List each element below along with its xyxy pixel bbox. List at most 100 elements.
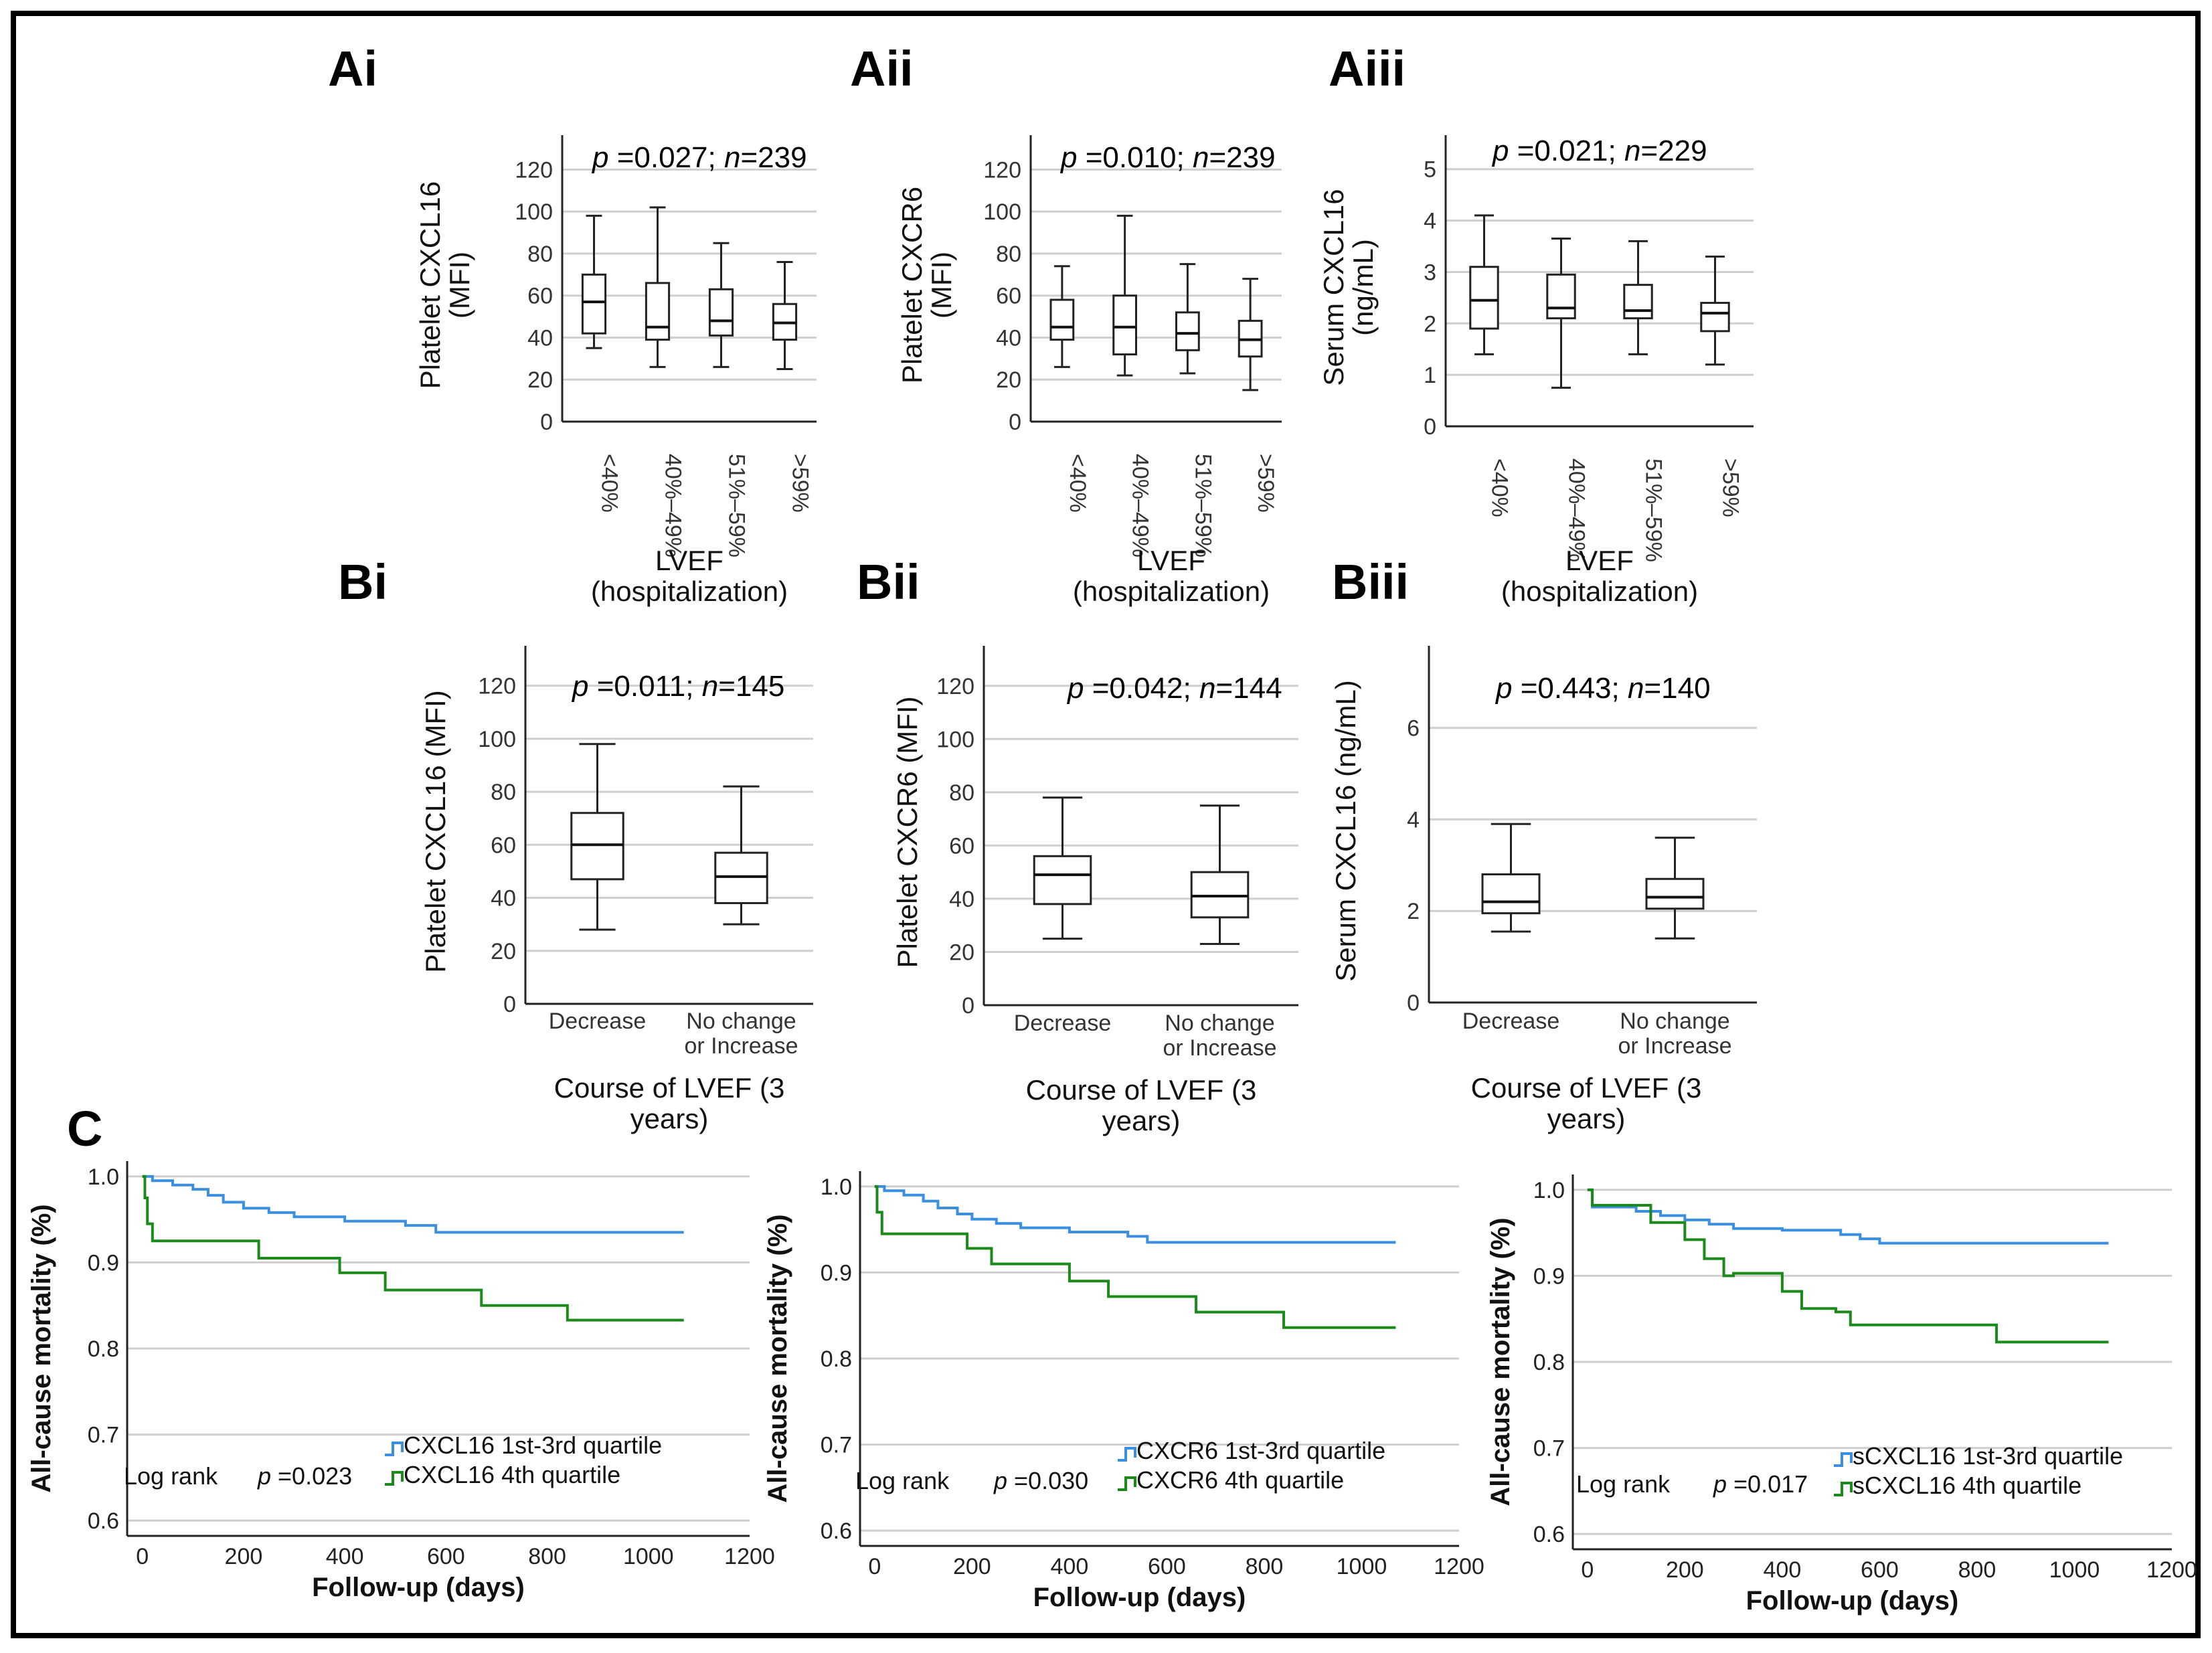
y-tick-label: 20 (491, 939, 516, 964)
legend-swatch (1834, 1482, 1853, 1496)
category-label: Decrease (1014, 1011, 1112, 1036)
x-axis-label: Course of LVEF (3 years) (554, 1072, 785, 1134)
y-tick-label: 0 (540, 410, 553, 435)
category-label: <40% (1065, 454, 1090, 513)
survival-curve-1 (874, 1185, 1396, 1244)
stat-text: p =0.021; n=229 (1491, 135, 1707, 167)
category-label-text: <40% (1487, 458, 1513, 517)
x-tick-label: 600 (427, 1544, 465, 1569)
x-tick-label: 1200 (1434, 1554, 1484, 1579)
x-tick-label: 400 (326, 1544, 364, 1569)
x-tick-label: 1200 (2146, 1557, 2197, 1583)
x-tick-label: 600 (1148, 1554, 1186, 1579)
stat-text: p =0.042; n=144 (1066, 672, 1282, 705)
category-label: >59% (1718, 458, 1743, 517)
legend-label: CXCL16 4th quartile (404, 1461, 620, 1488)
iqr-box (1175, 311, 1200, 351)
y-tick-label: 100 (515, 199, 553, 225)
y-tick-label: 40 (996, 325, 1021, 351)
box-1 (1481, 822, 1541, 933)
x-tick-label: 1000 (623, 1544, 674, 1569)
log-rank-label: Log rank (1576, 1470, 1671, 1498)
category-label-text: >59% (1253, 454, 1278, 513)
box-4 (1700, 255, 1730, 366)
y-tick-label: 40 (491, 886, 516, 911)
category-label: 51%–59% (1641, 458, 1667, 562)
y-tick-label: 4 (1407, 807, 1420, 833)
y-tick-label: 20 (996, 367, 1021, 393)
p-value: p =0.023 (257, 1462, 352, 1490)
y-tick-label: 0.7 (821, 1433, 852, 1458)
panel-label-aii: Aii (850, 41, 914, 96)
y-axis-label: Platelet CXCL16 (MFI) (420, 690, 451, 972)
y-axis-label-text: Platelet CXCL16(MFI) (414, 181, 475, 389)
p-value: p =0.030 (993, 1467, 1088, 1494)
y-tick-label: 20 (949, 940, 974, 965)
category-label-text: >59% (788, 454, 813, 513)
y-tick-label: 100 (478, 727, 516, 752)
y-tick-label: 1.0 (1533, 1178, 1565, 1203)
box-3 (1175, 263, 1200, 375)
y-tick-label: 5 (1424, 157, 1436, 183)
category-label: >59% (788, 454, 813, 513)
x-axis-label: LVEF (hospitalization) (1073, 545, 1270, 607)
category-label-text: >59% (1718, 458, 1743, 517)
y-tick-label: 2 (1407, 899, 1420, 924)
y-axis-label: Platelet CXCR6(MFI) (896, 187, 957, 383)
x-axis-label: LVEF (hospitalization) (1501, 545, 1698, 607)
x-axis-label: LVEF (hospitalization) (591, 545, 788, 607)
y-tick-label: 60 (527, 284, 553, 309)
p-value: p =0.017 (1713, 1470, 1808, 1498)
legend-label: sCXCL16 1st-3rd quartile (1853, 1442, 2123, 1470)
category-label: 51%–59% (1190, 454, 1215, 557)
y-axis-label-text: Serum CXCL16(ng/mL) (1318, 189, 1379, 385)
legend-swatch (385, 1471, 404, 1486)
x-tick-label: 1200 (724, 1544, 775, 1569)
x-axis-label: Follow-up (days) (1746, 1586, 1959, 1616)
x-tick-label: 200 (1666, 1557, 1704, 1583)
legend-label: CXCR6 1st-3rd quartile (1136, 1437, 1385, 1464)
iqr-box (708, 288, 734, 337)
survival-curve-1 (142, 1174, 684, 1234)
figure-frame (11, 11, 2201, 1638)
x-axis-label: Course of LVEF (3 years) (1026, 1074, 1257, 1136)
y-tick-label: 20 (527, 367, 553, 393)
survival-curve-2 (142, 1174, 684, 1322)
y-tick-label: 100 (936, 727, 974, 752)
category-label-text: <40% (597, 454, 622, 513)
category-label: Decrease (549, 1009, 647, 1034)
y-tick-label: 0 (503, 992, 516, 1017)
y-tick-label: 4 (1424, 209, 1436, 234)
y-tick-label: 80 (949, 780, 974, 806)
legend-label: CXCR6 4th quartile (1136, 1466, 1344, 1494)
log-rank-label: Log rank (855, 1467, 950, 1494)
panel-aiii: 0 1 2 3 4 5 Serum CXCL16(ng/mL) p =0.021; n=229… (1318, 135, 1754, 607)
y-tick-label: 1 (1424, 363, 1436, 388)
x-tick-label: 400 (1051, 1554, 1089, 1579)
x-tick-label: 800 (1246, 1554, 1284, 1579)
panel-label-ai: Ai (328, 41, 377, 96)
y-tick-label: 120 (515, 157, 553, 183)
box-3 (1623, 240, 1653, 355)
category-label: 40%–49% (661, 454, 686, 557)
panel-ai: 0 20 40 60 80 100 120 Platelet CXCL16(MFI) p =0.… (414, 135, 817, 607)
panel-label-c: C (67, 1101, 102, 1156)
iqr-box (581, 273, 607, 335)
survival-curve-2 (874, 1185, 1396, 1329)
box-1 (581, 214, 607, 349)
x-axis-label: Course of LVEF (3 years) (1471, 1072, 1702, 1134)
stat-text: p =0.443; n=140 (1495, 672, 1711, 705)
panel-biii: 0 2 4 6 Serum CXCL16 (ng/mL) p =0.443; n=140 D… (1330, 646, 1757, 1134)
legend-label: sCXCL16 4th quartile (1853, 1472, 2081, 1499)
x-tick-label: 800 (528, 1544, 566, 1569)
category-label: 51%–59% (724, 454, 750, 557)
stat-text: p =0.010; n=239 (1059, 141, 1276, 174)
x-axis-label: Follow-up (days) (1033, 1583, 1246, 1612)
y-axis-label: All-cause mortality (%) (27, 1204, 56, 1492)
panel-bi: 0 20 40 60 80 100 120 Platelet CXCL16 (MFI) p =0… (420, 646, 813, 1134)
y-axis-label-text: Platelet CXCR6(MFI) (896, 187, 957, 383)
log-rank-label: Log rank (124, 1462, 218, 1490)
panel-label-biii: Biii (1332, 554, 1409, 610)
y-tick-label: 0.8 (821, 1346, 852, 1372)
